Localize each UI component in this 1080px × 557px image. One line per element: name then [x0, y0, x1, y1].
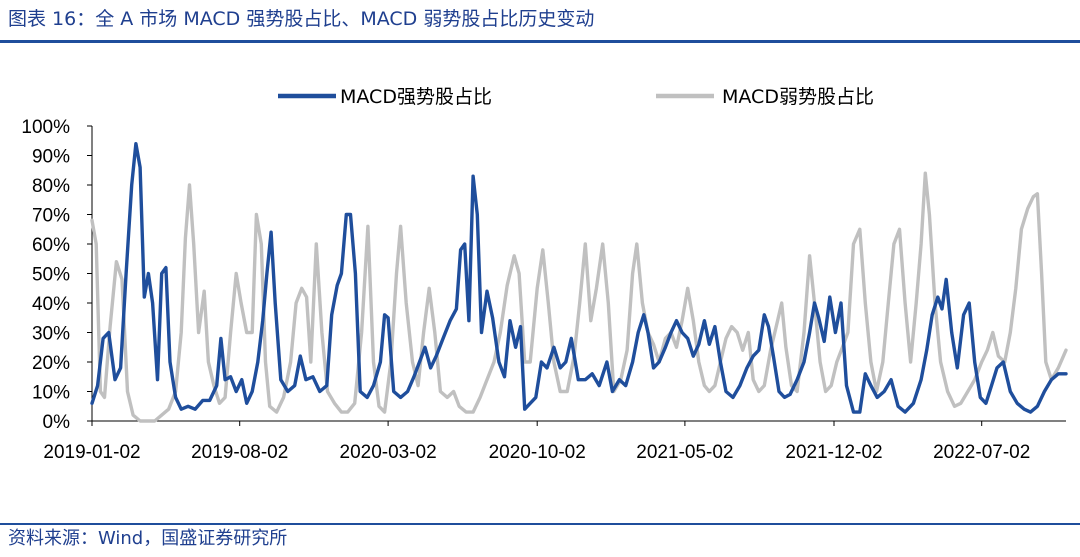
series-line-weak: [90, 171, 1068, 423]
y-tick-label: 20%: [32, 353, 70, 374]
y-tick-label: 50%: [32, 265, 70, 286]
y-tick-label: 0%: [43, 412, 71, 433]
x-tick-label: 2020-10-02: [489, 442, 586, 463]
x-tick-label: 2021-12-02: [785, 442, 882, 463]
legend-label-strong: MACD强势股占比: [340, 86, 492, 108]
y-tick-label: 100%: [21, 117, 70, 138]
x-tick-label: 2021-05-02: [636, 442, 733, 463]
series-line-strong: [90, 142, 1068, 414]
x-tick-label: 2019-08-02: [191, 442, 288, 463]
chart-area: MACD强势股占比 MACD弱势股占比 100% 90% 80% 70% 60% 50% 40…: [21, 86, 1068, 463]
x-tick-label: 2019-01-02: [43, 442, 140, 463]
x-tick-label: 2020-03-02: [340, 442, 437, 463]
y-tick-label: 60%: [32, 235, 70, 256]
y-tick-label: 80%: [32, 176, 70, 197]
legend: MACD强势股占比 MACD弱势股占比: [278, 86, 874, 108]
axes: 100% 90% 80% 70% 60% 50% 40% 30% 20% 10% 0% 2019-01…: [21, 117, 1066, 463]
series-lines: [90, 142, 1068, 423]
chart-title: 图表 16：全 A 市场 MACD 强势股占比、MACD 弱势股占比历史变动: [8, 8, 595, 30]
source-divider: [0, 523, 1080, 525]
y-tick-label: 40%: [32, 294, 70, 315]
source-note: 资料来源：Wind，国盛证券研究所: [8, 528, 288, 549]
x-tick-label: 2022-07-02: [933, 442, 1030, 463]
legend-label-weak: MACD弱势股占比: [722, 86, 874, 108]
y-tick-label: 90%: [32, 147, 70, 168]
y-tick-label: 30%: [32, 324, 70, 345]
y-tick-label: 10%: [32, 383, 70, 404]
y-tick-label: 70%: [32, 206, 70, 227]
title-divider: [0, 40, 1080, 43]
